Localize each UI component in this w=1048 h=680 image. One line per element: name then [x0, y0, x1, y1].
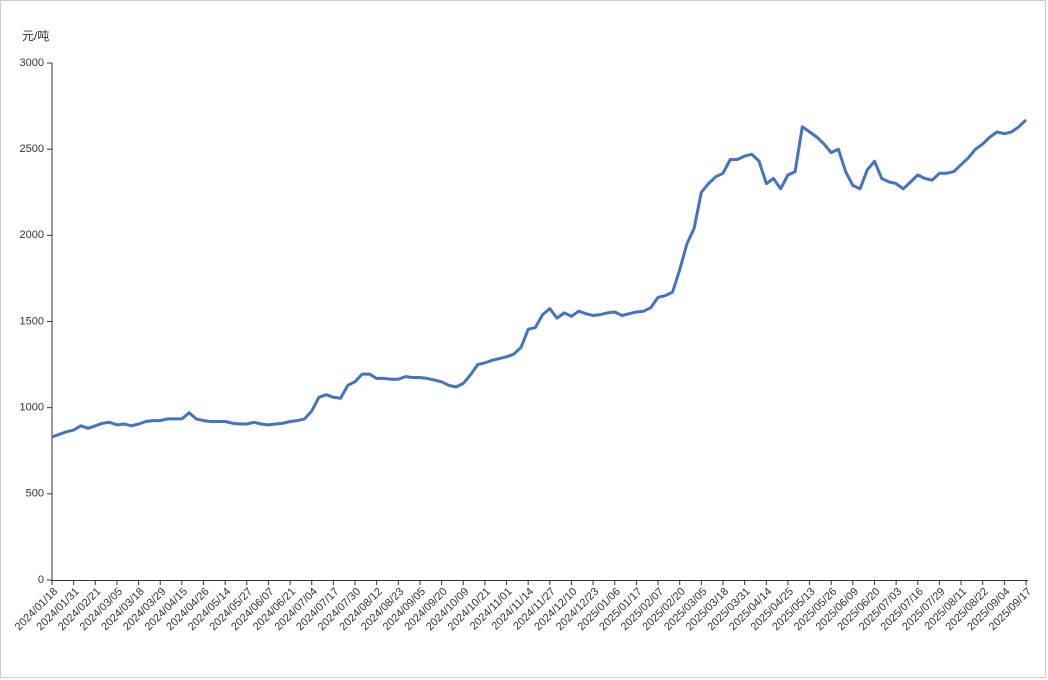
y-tick-label: 0 — [38, 574, 44, 586]
y-tick-label: 500 — [26, 488, 44, 500]
series-line — [51, 118, 1028, 439]
y-tick-label: 3000 — [20, 57, 44, 69]
y-tick-label: 2500 — [20, 143, 44, 155]
y-tick-label: 1000 — [20, 402, 44, 414]
y-tick-label: 1500 — [20, 315, 44, 327]
y-tick-label: 2000 — [20, 229, 44, 241]
y-axis-label: 元/吨 — [22, 29, 49, 43]
